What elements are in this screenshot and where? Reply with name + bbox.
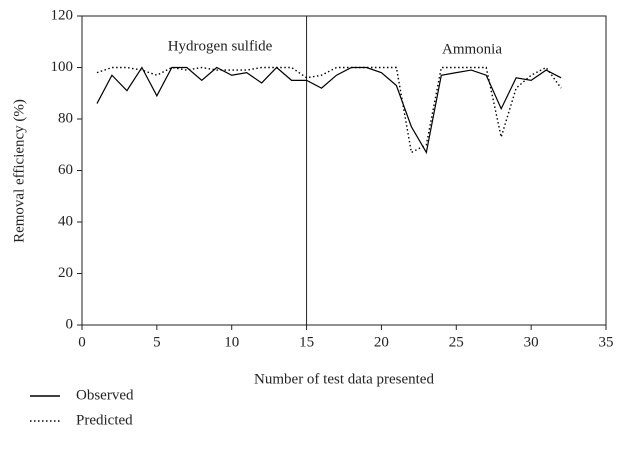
plot-frame [81,15,607,326]
y-tick-label: 120 [51,7,74,23]
legend-label: Observed [76,387,134,403]
x-tick-label: 30 [524,334,539,350]
annotation: Ammonia [442,41,502,57]
y-tick-label: 100 [51,59,74,75]
series-line [96,66,562,154]
x-tick-label: 15 [299,334,314,350]
y-tick-label: 0 [66,316,74,332]
y-axis-label: Removal efficiency (%) [11,99,27,243]
x-tick-label: 20 [374,334,389,350]
x-tick-label: 10 [224,334,239,350]
y-tick-label: 40 [58,213,73,229]
x-tick-label: 0 [78,334,86,350]
y-tick-label: 80 [58,110,73,126]
legend-label: Predicted [76,412,133,428]
y-tick-label: 20 [58,265,73,281]
x-tick-label: 35 [599,334,614,350]
series-line [96,66,562,155]
x-axis-label: Number of test data presented [254,371,434,387]
x-tick-label: 25 [449,334,464,350]
annotation: Hydrogen sulfide [168,38,273,54]
y-tick-label: 60 [58,162,73,178]
x-tick-label: 5 [153,334,161,350]
